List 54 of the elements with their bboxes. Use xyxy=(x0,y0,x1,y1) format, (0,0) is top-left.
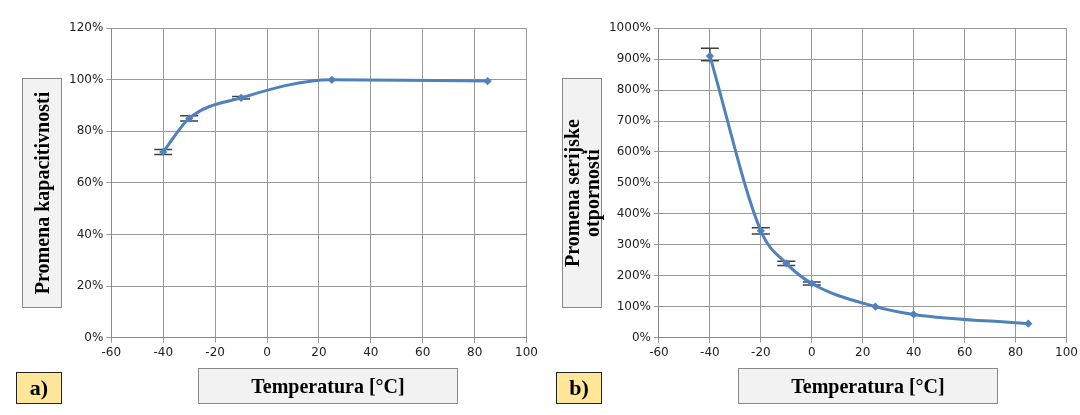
point xyxy=(808,279,816,287)
text: b) xyxy=(556,372,602,404)
x-tick-label: 100 xyxy=(1055,344,1078,359)
x-tick-label: 80 xyxy=(467,344,483,359)
x-axis-title: Temperatura [°C] xyxy=(198,368,458,404)
y-tick-label: 0% xyxy=(631,329,651,344)
x-tick-label: -40 xyxy=(700,344,720,359)
x-tick-label: -20 xyxy=(205,344,225,359)
y-axis-title: Promena serijske otpornosti xyxy=(561,80,603,306)
x-tick-label: 0 xyxy=(263,344,271,359)
y-tick-label: 100% xyxy=(616,298,651,313)
y-tick-label: 0% xyxy=(84,329,104,344)
y-tick-label: 40% xyxy=(76,226,104,241)
point xyxy=(328,76,336,84)
y-tick-label: 500% xyxy=(616,175,651,190)
point xyxy=(871,303,879,311)
point xyxy=(1024,320,1032,328)
y-axis-title: Promena kapacitivnosti xyxy=(31,90,53,297)
y-tick-label: 200% xyxy=(616,267,651,282)
y-tick-label: 400% xyxy=(616,205,651,220)
y-tick-label: 1000% xyxy=(608,20,651,35)
point xyxy=(484,77,492,85)
x-tick-label: 20 xyxy=(311,344,327,359)
x-tick-label: 60 xyxy=(957,344,973,359)
point xyxy=(706,52,714,60)
x-tick-label: -60 xyxy=(101,344,122,359)
y-tick-label: 120% xyxy=(68,20,104,35)
x-tick-label: -40 xyxy=(153,344,174,359)
text: a) xyxy=(16,372,62,404)
x-tick-label: -20 xyxy=(751,344,771,359)
y-tick-label: 20% xyxy=(76,278,104,293)
x-tick-label: 40 xyxy=(363,344,379,359)
x-tick-label: 40 xyxy=(906,344,922,359)
point xyxy=(757,227,765,235)
y-tick-label: 300% xyxy=(616,236,651,251)
x-tick-label: 0 xyxy=(807,344,816,359)
y-tick-label: 800% xyxy=(616,82,651,97)
y-tick-label: 700% xyxy=(616,113,651,128)
x-tick-label: 60 xyxy=(415,344,431,359)
point xyxy=(782,259,790,267)
x-tick-label: -60 xyxy=(649,344,669,359)
y-tick-label: 60% xyxy=(76,175,104,190)
x-tick-label: 20 xyxy=(855,344,871,359)
y-tick-label: 600% xyxy=(616,144,651,159)
y-tick-label: 80% xyxy=(76,123,104,138)
x-axis-title: Temperatura [°C] xyxy=(738,368,998,404)
x-tick-label: 100 xyxy=(515,344,538,359)
y-tick-label: 900% xyxy=(616,51,651,66)
y-tick-label: 100% xyxy=(68,71,104,86)
point xyxy=(237,94,245,102)
point xyxy=(185,114,193,122)
x-tick-label: 80 xyxy=(1007,344,1024,359)
point xyxy=(910,310,918,318)
point xyxy=(159,148,167,156)
